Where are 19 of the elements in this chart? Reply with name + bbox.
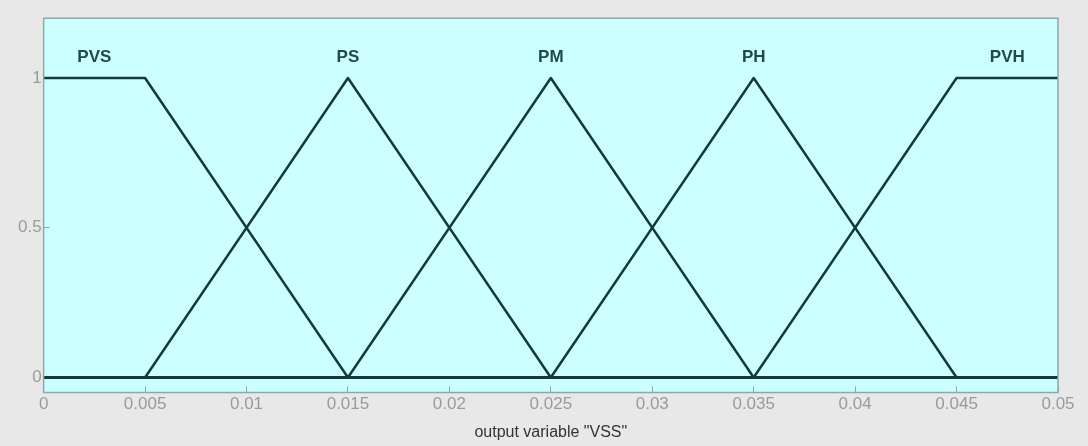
x-tick-label: 0.02 — [432, 394, 466, 414]
x-tick-label: 0.025 — [529, 394, 573, 414]
x-tick-label: 0.01 — [229, 394, 264, 414]
series-label: PVS — [77, 47, 112, 67]
x-tick-label: 0.015 — [326, 394, 370, 414]
x-tick-label: 0.04 — [838, 394, 872, 414]
x-tick-label: 0.045 — [935, 394, 978, 414]
series-label: PS — [336, 47, 360, 67]
y-tick-label: 0 — [32, 367, 42, 387]
y-tick-label: 1 — [32, 67, 42, 87]
series-label: PM — [538, 47, 564, 67]
series-label: PVH — [989, 47, 1025, 67]
x-tick-label: 0.05 — [1041, 394, 1075, 414]
x-tick-label: 0.005 — [123, 394, 167, 414]
x-tick-label: 0.035 — [732, 394, 775, 414]
x-axis-title: output variable "VSS" — [474, 422, 628, 440]
series-label: PH — [741, 47, 766, 67]
y-tick-label: 0.5 — [17, 217, 42, 237]
x-tick-label: 0.03 — [635, 394, 669, 414]
